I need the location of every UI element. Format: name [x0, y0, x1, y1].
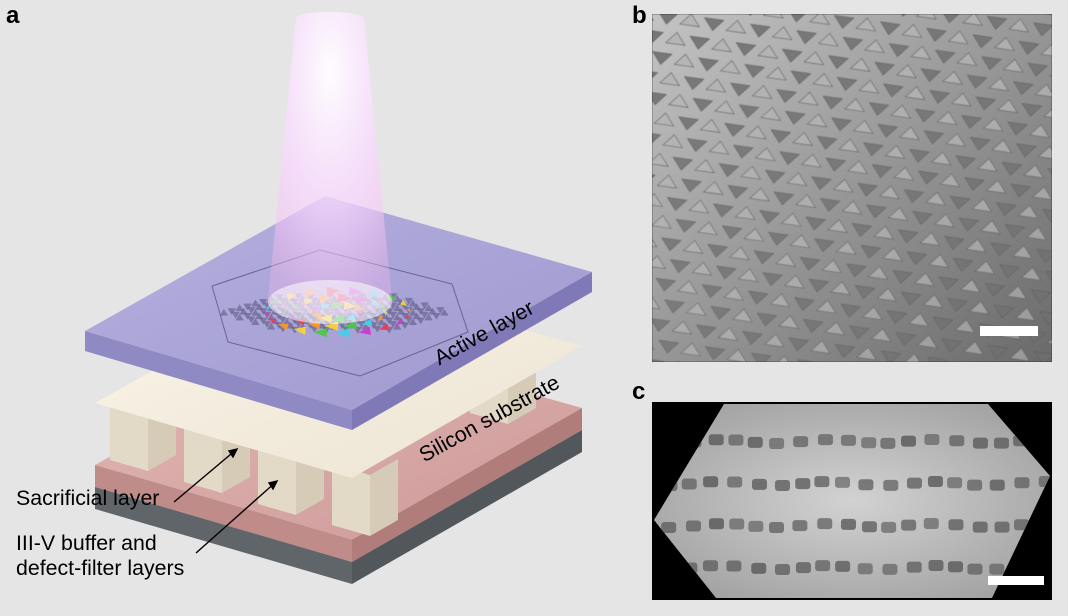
panel-c-label: c [632, 378, 645, 406]
callout-buffer: III-V buffer and defect-filter layers [16, 531, 184, 581]
panel-b-label: b [632, 2, 647, 30]
panel-b [652, 14, 1052, 362]
figure-root: a b c [0, 0, 1068, 616]
emission-beam [268, 12, 392, 324]
panel-b-sem [652, 14, 1052, 362]
callout-sacrificial: Sacrificial layer [16, 486, 159, 511]
panel-a: Sacrificial layer III-V buffer and defec… [0, 0, 615, 616]
panel-c [652, 402, 1052, 600]
panel-c-scale-bar [988, 576, 1044, 585]
panel-c-image [652, 402, 1052, 600]
panel-b-scale-bar [980, 326, 1038, 336]
